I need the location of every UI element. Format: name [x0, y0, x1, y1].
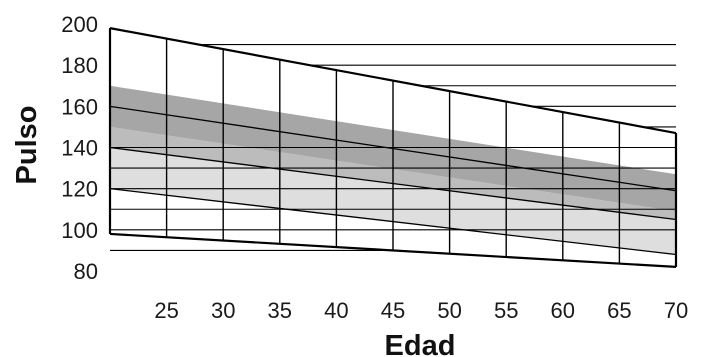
zone-line: [109, 146, 677, 221]
lower-boundary-line: [109, 232, 677, 268]
zone-line: [109, 105, 677, 192]
x-axis-title: Edad: [385, 330, 456, 357]
x-tick-label: 70: [664, 298, 688, 323]
chart-lines: [108, 27, 678, 268]
x-tick-label: 45: [381, 298, 405, 323]
y-tick-label: 200: [61, 12, 98, 37]
y-tick-label: 140: [61, 136, 98, 161]
x-tick-label: 65: [607, 298, 631, 323]
y-tick-label: 80: [74, 259, 98, 284]
x-tick-label: 50: [437, 298, 461, 323]
x-tick-label: 30: [211, 298, 235, 323]
y-tick-label: 120: [61, 177, 98, 202]
x-tick-label: 25: [154, 298, 178, 323]
x-tick-label: 60: [551, 298, 575, 323]
y-tick-label: 160: [61, 94, 98, 119]
y-tick-labels: 200 180 160 140 120 100 80: [61, 12, 98, 284]
x-tick-label: 40: [324, 298, 348, 323]
y-axis-title: Pulso: [11, 106, 43, 185]
y-tick-label: 100: [61, 218, 98, 243]
x-tick-label: 55: [494, 298, 518, 323]
x-tick-label: 35: [268, 298, 292, 323]
upper-boundary-line: [109, 27, 677, 135]
y-tick-label: 180: [61, 53, 98, 78]
x-tick-labels: 25 30 35 40 45 50 55 60 65 70: [154, 298, 688, 323]
zone-line: [109, 188, 677, 256]
